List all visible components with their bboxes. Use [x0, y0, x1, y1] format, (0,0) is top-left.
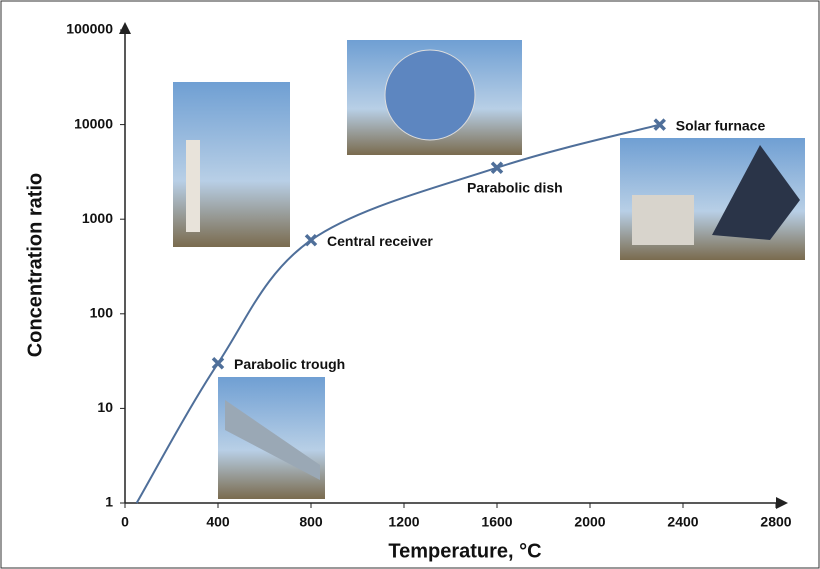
point-label: Solar furnace: [676, 117, 766, 133]
point-label: Parabolic dish: [467, 179, 563, 195]
y-axis-label: Concentration ratio: [24, 173, 46, 357]
point-marker: [211, 357, 225, 370]
x-tick-label: 2000: [574, 514, 605, 530]
photos: [173, 40, 805, 499]
x-tick-label: 1200: [388, 514, 419, 530]
y-tick-label: 10: [97, 399, 113, 415]
y-tick-label: 100: [90, 305, 114, 321]
photo-dish: [384, 49, 476, 141]
point-marker: [304, 233, 318, 247]
x-axis-label: Temperature, °C: [388, 540, 541, 562]
y-tick-label: 1000: [82, 210, 113, 226]
y-tick-label: 100000: [66, 21, 113, 37]
point-label: Central receiver: [327, 233, 433, 249]
x-tick-label: 0: [121, 514, 129, 530]
y-tick-label: 1: [105, 494, 113, 510]
y-tick-label: 10000: [74, 115, 113, 131]
photo-heliostat: [712, 145, 800, 240]
photo-trough: [225, 400, 320, 480]
x-tick-label: 1600: [481, 514, 512, 530]
point-marker: [490, 161, 504, 174]
x-tick-label: 2800: [760, 514, 791, 530]
point-marker: [653, 118, 666, 131]
x-tick-label: 800: [299, 514, 323, 530]
photo-tower: [186, 140, 200, 232]
x-tick-label: 400: [206, 514, 230, 530]
photo-building: [632, 195, 694, 245]
x-tick-label: 2400: [667, 514, 698, 530]
point-label: Parabolic trough: [234, 356, 345, 372]
